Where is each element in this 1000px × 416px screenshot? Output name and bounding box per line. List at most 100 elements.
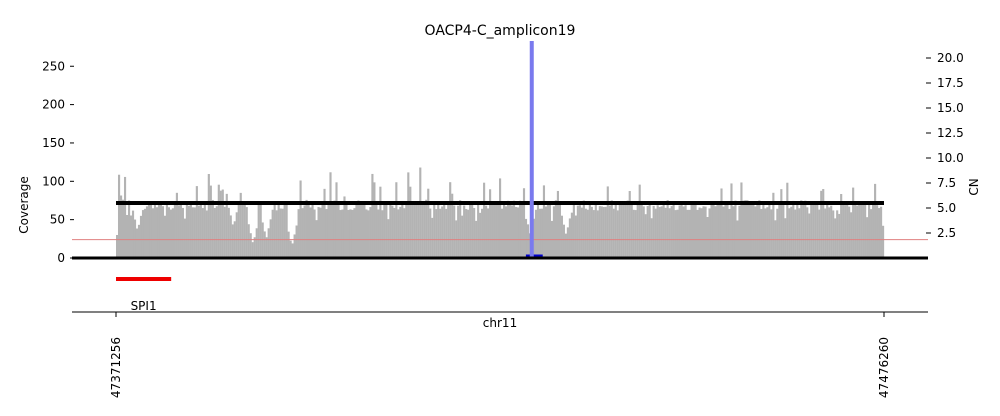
coverage-bar bbox=[844, 205, 847, 258]
coverage-bar bbox=[471, 204, 474, 258]
coverage-bar bbox=[285, 203, 288, 258]
coverage-bar bbox=[764, 208, 767, 258]
coverage-bar bbox=[650, 218, 653, 258]
coverage-bar bbox=[880, 206, 883, 258]
coverage-bar bbox=[175, 192, 178, 258]
coverage-bar bbox=[169, 209, 172, 258]
coverage-bar bbox=[628, 191, 631, 258]
coverage-bar bbox=[397, 209, 400, 258]
coverage-bar bbox=[297, 209, 300, 258]
coverage-bar bbox=[654, 208, 657, 258]
coverage-bar bbox=[257, 203, 260, 258]
coverage-bar bbox=[830, 205, 833, 258]
coverage-bar bbox=[117, 174, 121, 258]
coverage-bar bbox=[367, 210, 370, 258]
coverage-bar bbox=[201, 208, 204, 258]
coverage-bar bbox=[193, 207, 196, 258]
coverage-bar bbox=[145, 206, 149, 258]
coverage-bar bbox=[610, 200, 613, 258]
coverage-bar bbox=[411, 203, 414, 258]
coverage-bar bbox=[700, 208, 703, 258]
coverage-bar bbox=[451, 193, 454, 258]
coverage-bar bbox=[231, 224, 234, 258]
coverage-bar bbox=[762, 203, 765, 258]
coverage-bar bbox=[748, 201, 751, 258]
coverage-bar bbox=[624, 204, 627, 258]
coverage-bar bbox=[127, 200, 131, 258]
coverage-bar bbox=[776, 208, 779, 258]
coverage-bar bbox=[864, 202, 867, 258]
coverage-bar bbox=[179, 203, 182, 258]
coverage-bar bbox=[596, 210, 599, 258]
coverage-bar bbox=[427, 188, 430, 258]
coverage-bar bbox=[185, 202, 188, 258]
right-y-tick-label: 7.5 bbox=[937, 176, 956, 190]
coverage-bar bbox=[832, 210, 835, 258]
coverage-bar bbox=[630, 203, 633, 258]
coverage-bar bbox=[660, 206, 663, 258]
coverage-bar bbox=[463, 205, 466, 258]
coverage-bar bbox=[744, 200, 747, 258]
coverage-bar bbox=[868, 203, 871, 258]
coverage-bar bbox=[836, 210, 839, 258]
coverage-bar bbox=[804, 200, 807, 258]
coverage-bar bbox=[133, 219, 137, 258]
coverage-bar bbox=[481, 208, 484, 258]
coverage-bars bbox=[116, 167, 885, 258]
coverage-bar bbox=[165, 204, 169, 258]
coverage-bar bbox=[728, 208, 731, 258]
coverage-bar bbox=[840, 194, 843, 258]
coverage-bar bbox=[526, 224, 530, 258]
left-y-axis-label: Coverage bbox=[17, 176, 31, 234]
coverage-bar bbox=[499, 178, 502, 258]
coverage-bar bbox=[271, 209, 274, 258]
coverage-bar bbox=[457, 205, 460, 258]
coverage-bar bbox=[562, 224, 565, 258]
coverage-bar bbox=[195, 186, 198, 258]
coverage-bar bbox=[187, 205, 190, 258]
coverage-bar bbox=[299, 180, 302, 258]
coverage-bar bbox=[289, 240, 292, 258]
coverage-bar bbox=[157, 203, 161, 258]
coverage-bar bbox=[199, 201, 202, 258]
coverage-bar bbox=[540, 208, 544, 258]
coverage-bar bbox=[688, 209, 691, 258]
coverage-bar bbox=[415, 204, 418, 258]
coverage-bar bbox=[816, 202, 819, 258]
coverage-bar bbox=[780, 189, 783, 258]
coverage-bar bbox=[860, 203, 863, 258]
coverage-bar bbox=[798, 208, 801, 258]
coverage-bar bbox=[359, 201, 362, 258]
coverage-bar bbox=[335, 182, 338, 258]
coverage-bar bbox=[281, 208, 284, 258]
coverage-bar bbox=[724, 203, 727, 258]
coverage-bar bbox=[584, 208, 587, 258]
right-y-tick-label: 20.0 bbox=[937, 51, 964, 65]
coverage-bar bbox=[413, 201, 416, 258]
coverage-bar bbox=[616, 210, 619, 258]
coverage-bar bbox=[469, 201, 472, 258]
coverage-bar bbox=[391, 205, 394, 258]
coverage-bar bbox=[375, 204, 378, 258]
coverage-bar bbox=[582, 200, 585, 258]
coverage-bar bbox=[331, 201, 334, 258]
coverage-bar bbox=[273, 202, 276, 258]
coverage-bar bbox=[217, 184, 220, 258]
coverage-bar bbox=[676, 209, 679, 258]
coverage-bar bbox=[634, 210, 637, 258]
coverage-bar bbox=[620, 202, 623, 258]
coverage-bar bbox=[493, 201, 496, 258]
coverage-bar bbox=[229, 215, 232, 258]
coverage-bar bbox=[544, 206, 548, 258]
coverage-bar bbox=[279, 208, 282, 258]
coverage-bar bbox=[732, 206, 735, 258]
coverage-bar bbox=[662, 203, 665, 258]
coverage-bar bbox=[135, 228, 139, 258]
coverage-bar bbox=[752, 202, 755, 258]
coverage-bar bbox=[181, 207, 184, 258]
coverage-bar bbox=[159, 202, 163, 258]
coverage-bar bbox=[698, 207, 701, 258]
coverage-bar bbox=[592, 210, 595, 258]
coverage-bar bbox=[640, 201, 643, 258]
coverage-bar bbox=[648, 204, 651, 258]
